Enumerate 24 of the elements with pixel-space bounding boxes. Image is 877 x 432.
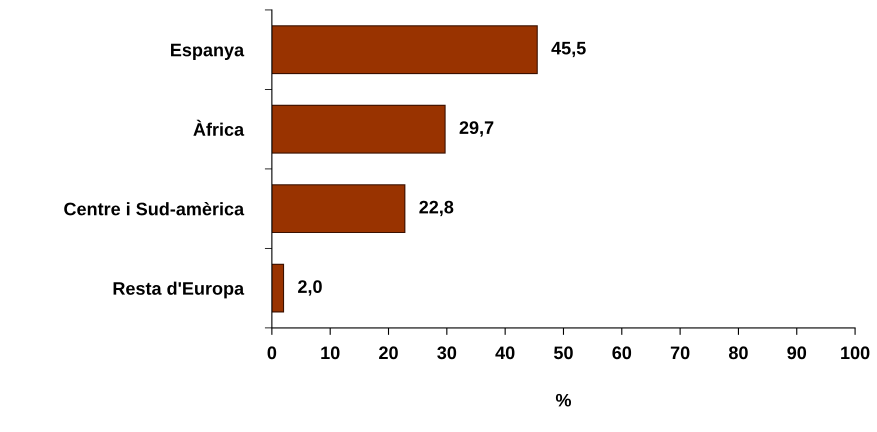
x-tick-label: 30 xyxy=(437,346,456,360)
x-tick-label: 90 xyxy=(787,346,806,360)
bar xyxy=(272,104,446,154)
x-tick-label: 40 xyxy=(495,346,514,360)
x-tick-label: 60 xyxy=(612,346,632,360)
x-tick-label: 100 xyxy=(841,346,870,360)
bar xyxy=(272,264,284,313)
bar xyxy=(272,184,406,234)
x-tick-label: 70 xyxy=(670,346,690,360)
x-tick-label: 80 xyxy=(728,346,748,360)
x-tick-label: 0 xyxy=(268,346,276,360)
x-axis-title: % xyxy=(556,394,572,407)
y-tick-label: Espanya xyxy=(171,44,244,60)
x-tick-label: 10 xyxy=(321,346,340,360)
x-tick-label: 50 xyxy=(554,346,573,360)
data-label: 45,5 xyxy=(551,42,586,58)
data-label: 29,7 xyxy=(460,121,494,137)
y-tick-label: Àfrica xyxy=(193,120,244,136)
y-tick-label: Resta d'Europa xyxy=(114,282,244,298)
x-tick-label: 20 xyxy=(379,346,398,360)
bar xyxy=(272,25,538,74)
y-tick-label: Centre i Sud-amèrica xyxy=(64,202,244,216)
data-label: 2,0 xyxy=(298,280,322,296)
data-label: 22,8 xyxy=(419,200,454,216)
